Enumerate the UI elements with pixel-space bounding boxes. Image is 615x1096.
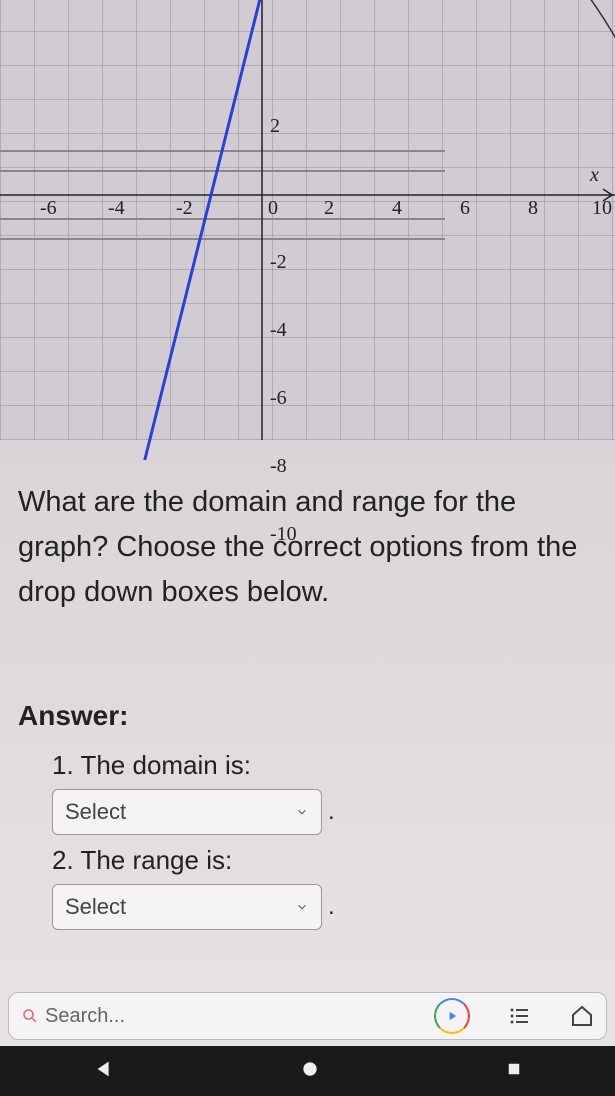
home-icon[interactable] [570, 1004, 594, 1028]
answer-section: Answer: 1. The domain is: Select . 2. Th… [18, 700, 597, 940]
answer-label-1: 1. The domain is: [52, 750, 597, 781]
x-tick: 10 [592, 197, 612, 220]
question-text: What are the domain and range for the gr… [18, 480, 597, 615]
y-tick: -4 [270, 319, 287, 342]
square-recent-icon [505, 1060, 523, 1078]
answer-item-domain: 1. The domain is: Select . [52, 750, 597, 835]
page-root: e Translate -12-10-8-6-4-2024681012-10-8… [0, 0, 615, 1096]
search-placeholder: Search... [45, 1005, 125, 1028]
list-icon[interactable] [508, 1004, 532, 1028]
searchbar[interactable]: Search... [8, 992, 607, 1040]
nav-home-button[interactable] [300, 1059, 320, 1084]
search-input[interactable]: Search... [21, 1005, 125, 1028]
x-tick: 6 [460, 197, 470, 220]
y-tick: -2 [270, 251, 287, 274]
y-tick: 2 [270, 115, 280, 138]
circle-home-icon [300, 1059, 320, 1079]
answer-text-1: The domain is: [80, 750, 251, 780]
nav-back-button[interactable] [93, 1058, 115, 1085]
play-button[interactable] [434, 998, 470, 1034]
answer-text-2: The range is: [80, 845, 232, 875]
x-tick: -6 [40, 197, 57, 220]
x-tick: 2 [324, 197, 334, 220]
nav-recent-button[interactable] [505, 1060, 523, 1083]
answer-label-2: 2. The range is: [52, 845, 597, 876]
range-select[interactable]: Select [52, 884, 322, 930]
y-tick: -8 [270, 455, 287, 478]
x-tick: 8 [528, 197, 538, 220]
answer-num-2: 2. [52, 845, 74, 875]
x-axis-label: x [590, 164, 599, 187]
chart-svg [0, 0, 615, 460]
answer-heading: Answer: [18, 700, 597, 732]
domain-select[interactable]: Select [52, 789, 322, 835]
play-icon [445, 1009, 459, 1023]
range-select-value: Select [65, 894, 126, 920]
chevron-down-icon [295, 805, 309, 819]
x-tick: 4 [392, 197, 402, 220]
answer-item-range: 2. The range is: Select . [52, 845, 597, 930]
domain-select-value: Select [65, 799, 126, 825]
chevron-down-icon [295, 900, 309, 914]
period-1: . [328, 798, 335, 826]
answer-num-1: 1. [52, 750, 74, 780]
android-navbar [0, 1046, 615, 1096]
x-tick: -4 [108, 197, 125, 220]
x-tick: -2 [176, 197, 193, 220]
y-tick: -6 [270, 387, 287, 410]
y-tick: 6 [270, 0, 280, 2]
period-2: . [328, 893, 335, 921]
x-tick: 0 [268, 197, 278, 220]
triangle-back-icon [93, 1058, 115, 1080]
search-icon [21, 1007, 39, 1025]
chart: -12-10-8-6-4-2024681012-10-8-6-4-226810 … [0, 0, 615, 460]
